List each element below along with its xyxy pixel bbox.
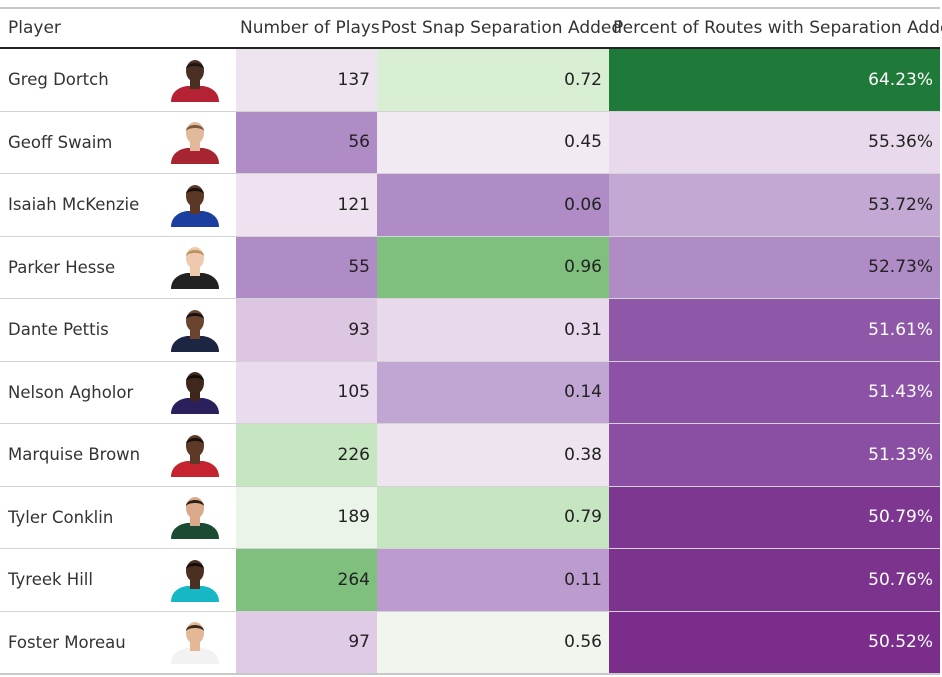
separation-added-cell: 0.31 xyxy=(377,298,609,362)
percent-routes-cell: 51.43% xyxy=(609,361,940,424)
player-name: Dante Pettis xyxy=(0,298,154,362)
player-photo-cell xyxy=(154,48,236,112)
percent-routes-cell: 51.61% xyxy=(609,298,940,362)
header-percent-of-routes: Percent of Routes with Separation Added xyxy=(609,9,942,49)
player-headshot-icon xyxy=(171,372,219,415)
table-row: Tyler Conklin 189 0.79 50.79% xyxy=(0,486,940,549)
player-headshot-icon xyxy=(171,184,219,227)
table-body: Greg Dortch 137 0.72 64.23% Geoff Swaim 56 0.4… xyxy=(0,48,940,675)
separation-added-cell: 0.45 xyxy=(377,111,609,174)
table-row: Marquise Brown 226 0.38 51.33% xyxy=(0,423,940,487)
player-photo-cell xyxy=(154,111,236,174)
percent-routes-cell: 55.36% xyxy=(609,111,940,174)
player-name: Nelson Agholor xyxy=(0,361,154,424)
number-of-plays-cell: 189 xyxy=(236,486,377,549)
percent-routes-cell: 50.79% xyxy=(609,486,940,549)
number-of-plays-cell: 121 xyxy=(236,173,377,237)
separation-added-cell: 0.72 xyxy=(377,48,609,112)
table-row: Greg Dortch 137 0.72 64.23% xyxy=(0,48,940,112)
player-stats-table: Player Number of Plays Post Snap Separat… xyxy=(0,9,942,675)
player-name: Geoff Swaim xyxy=(0,111,154,174)
separation-added-cell: 0.38 xyxy=(377,423,609,487)
player-photo-cell xyxy=(154,298,236,362)
number-of-plays-cell: 97 xyxy=(236,611,377,675)
player-photo-cell xyxy=(154,486,236,549)
table-row: Dante Pettis 93 0.31 51.61% xyxy=(0,298,940,362)
number-of-plays-cell: 264 xyxy=(236,548,377,612)
percent-routes-cell: 51.33% xyxy=(609,423,940,487)
player-headshot-icon xyxy=(171,559,219,602)
player-name: Foster Moreau xyxy=(0,611,154,675)
player-name: Marquise Brown xyxy=(0,423,154,487)
number-of-plays-cell: 137 xyxy=(236,48,377,112)
separation-added-cell: 0.96 xyxy=(377,236,609,299)
player-photo-cell xyxy=(154,361,236,424)
number-of-plays-cell: 55 xyxy=(236,236,377,299)
header-player: Player xyxy=(0,9,236,49)
table-row: Isaiah McKenzie 121 0.06 53.72% xyxy=(0,173,940,237)
player-name: Tyreek Hill xyxy=(0,548,154,612)
percent-routes-cell: 53.72% xyxy=(609,173,940,237)
table-row: Geoff Swaim 56 0.45 55.36% xyxy=(0,111,940,174)
number-of-plays-cell: 93 xyxy=(236,298,377,362)
player-headshot-icon xyxy=(171,309,219,352)
percent-routes-cell: 50.76% xyxy=(609,548,940,612)
player-name: Parker Hesse xyxy=(0,236,154,299)
separation-added-cell: 0.14 xyxy=(377,361,609,424)
percent-routes-cell: 50.52% xyxy=(609,611,940,675)
player-photo-cell xyxy=(154,548,236,612)
player-headshot-icon xyxy=(171,59,219,102)
table-row: Nelson Agholor 105 0.14 51.43% xyxy=(0,361,940,424)
table-row: Parker Hesse 55 0.96 52.73% xyxy=(0,236,940,299)
header-row: Player Number of Plays Post Snap Separat… xyxy=(0,9,942,49)
percent-routes-cell: 52.73% xyxy=(609,236,940,299)
player-photo-cell xyxy=(154,236,236,299)
player-headshot-icon xyxy=(171,122,219,165)
player-headshot-icon xyxy=(171,622,219,665)
player-headshot-icon xyxy=(171,247,219,290)
table-row: Foster Moreau 97 0.56 50.52% xyxy=(0,611,940,675)
player-photo-cell xyxy=(154,423,236,487)
number-of-plays-cell: 226 xyxy=(236,423,377,487)
separation-added-cell: 0.06 xyxy=(377,173,609,237)
number-of-plays-cell: 56 xyxy=(236,111,377,174)
separation-added-cell: 0.56 xyxy=(377,611,609,675)
separation-added-cell: 0.79 xyxy=(377,486,609,549)
player-headshot-icon xyxy=(171,434,219,477)
table-row: Tyreek Hill 264 0.11 50.76% xyxy=(0,548,940,612)
percent-routes-cell: 64.23% xyxy=(609,48,940,112)
player-name: Isaiah McKenzie xyxy=(0,173,154,237)
player-headshot-icon xyxy=(171,497,219,540)
player-photo-cell xyxy=(154,611,236,675)
number-of-plays-cell: 105 xyxy=(236,361,377,424)
separation-added-cell: 0.11 xyxy=(377,548,609,612)
top-rule xyxy=(0,7,940,9)
player-name: Greg Dortch xyxy=(0,48,154,112)
header-post-snap-separation-added: Post Snap Separation Added xyxy=(377,9,622,49)
header-number-of-plays: Number of Plays xyxy=(236,9,380,49)
player-photo-cell xyxy=(154,173,236,237)
player-name: Tyler Conklin xyxy=(0,486,154,549)
